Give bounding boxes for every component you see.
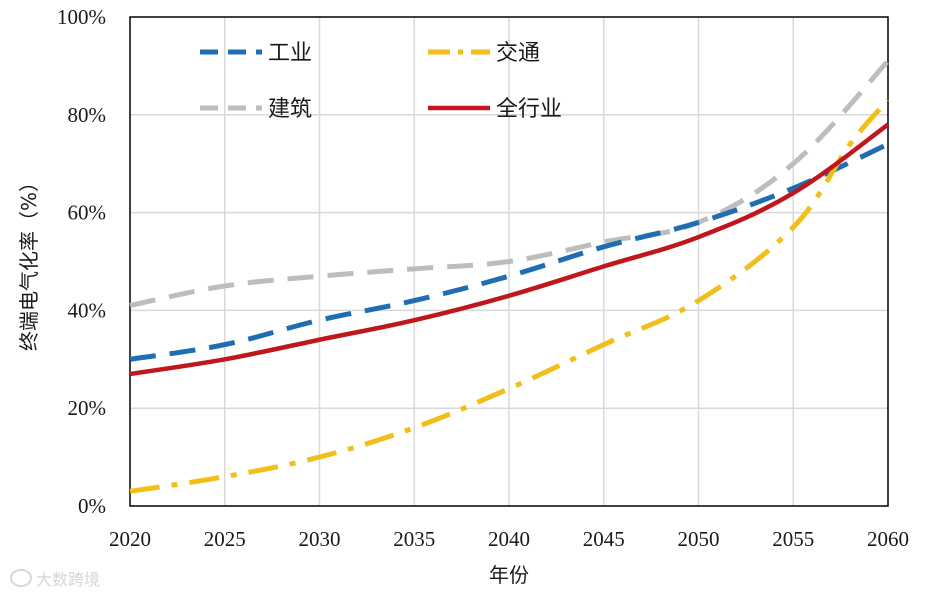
legend-label-all-sectors: 全行业 xyxy=(496,97,562,122)
x-tick-label: 2045 xyxy=(583,527,625,551)
x-tick-label: 2025 xyxy=(204,527,246,551)
y-tick-label: 40% xyxy=(68,298,107,322)
x-tick-label: 2060 xyxy=(867,527,909,551)
series-line-building xyxy=(129,59,890,308)
x-tick-label: 2030 xyxy=(299,527,341,551)
x-tick-label: 2040 xyxy=(488,527,530,551)
y-tick-label: 0% xyxy=(78,494,106,518)
x-tick-label: 2020 xyxy=(109,527,151,551)
x-tick-label: 2035 xyxy=(393,527,435,551)
watermark: 大数跨境 xyxy=(10,566,100,590)
x-tick-label: 2055 xyxy=(772,527,814,551)
y-tick-label: 20% xyxy=(68,396,107,420)
y-axis-ticks: 0% 20% 40% 60% 80% 100% xyxy=(57,5,106,518)
series-line-all-sectors xyxy=(129,122,890,377)
legend-label-industry: 工业 xyxy=(268,41,312,66)
y-axis-title: 终端电气化率（%） xyxy=(17,172,41,351)
x-tick-label: 2050 xyxy=(678,527,720,551)
series-line-transport xyxy=(129,98,890,494)
legend: 工业 交通 建筑 全行业 xyxy=(200,41,562,122)
plot-area-frame xyxy=(129,16,889,507)
y-tick-label: 100% xyxy=(57,5,106,29)
watermark-logo-icon xyxy=(10,569,32,587)
y-tick-label: 80% xyxy=(68,103,107,127)
legend-label-building: 建筑 xyxy=(268,97,312,122)
x-axis-ticks: 2020 2025 2030 2035 2040 2045 2050 2055 2060 xyxy=(109,527,909,551)
watermark-text: 大数跨境 xyxy=(36,570,101,589)
legend-label-transport: 交通 xyxy=(496,41,540,66)
series-lines xyxy=(129,59,890,494)
y-tick-label: 60% xyxy=(68,201,107,225)
x-axis-title: 年份 xyxy=(489,563,529,587)
series-line-industry xyxy=(129,141,890,362)
